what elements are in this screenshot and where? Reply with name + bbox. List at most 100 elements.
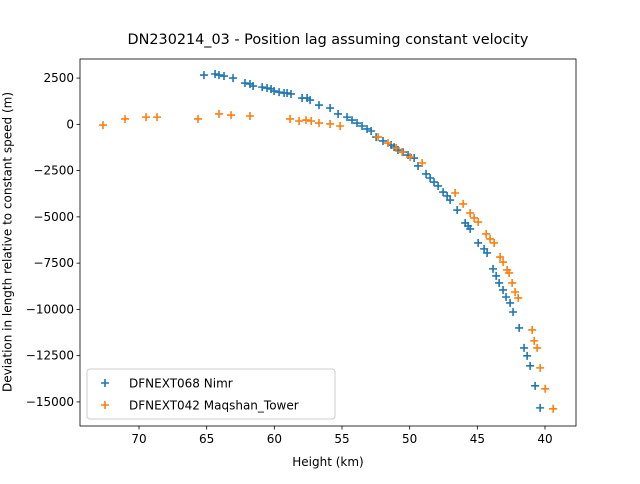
- scatter-point: [541, 384, 550, 393]
- scatter-point: [443, 191, 452, 200]
- scatter-point: [422, 169, 431, 178]
- scatter-point: [307, 116, 316, 125]
- scatter-point: [514, 293, 523, 302]
- scatter-point: [410, 154, 419, 163]
- scatter-point: [434, 181, 443, 190]
- scatter-point: [194, 114, 203, 123]
- scatter-point: [121, 114, 130, 123]
- chart-title: DN230214_03 - Position lag assuming cons…: [128, 32, 529, 48]
- scatter-point: [398, 148, 407, 157]
- scatter-point: [536, 363, 545, 372]
- scatter-point: [245, 112, 254, 121]
- scatter-point: [492, 271, 501, 280]
- scatter-point: [530, 336, 539, 345]
- scatter-point: [482, 229, 491, 238]
- scatter-point: [249, 82, 258, 91]
- scatter-point: [392, 144, 401, 153]
- x-axis-label: Height (km): [292, 455, 363, 469]
- scatter-point: [326, 119, 335, 128]
- scatter-point: [315, 101, 323, 110]
- scatter-point: [363, 124, 372, 133]
- y-tick-label: −5000: [33, 210, 74, 224]
- legend-marker: [101, 379, 109, 387]
- scatter-point: [502, 293, 511, 302]
- scatter-point: [353, 119, 362, 128]
- scatter-point: [520, 343, 529, 352]
- scatter-point: [536, 403, 545, 412]
- legend-label: DFNEXT042 Maqshan_Tower: [129, 399, 299, 413]
- scatter-point: [348, 116, 357, 125]
- scatter-point: [334, 109, 343, 118]
- scatter-point: [283, 89, 292, 98]
- legend-label: DFNEXT068 Nimr: [129, 377, 233, 391]
- y-tick-label: −12500: [26, 349, 74, 363]
- scatter-point: [466, 224, 475, 233]
- scatter-point: [336, 121, 345, 130]
- scatter-point: [214, 71, 223, 80]
- scatter-point: [509, 307, 518, 316]
- y-tick-label: −10000: [26, 302, 74, 316]
- y-tick-label: −2500: [33, 164, 74, 178]
- scatter-point: [451, 188, 460, 197]
- scatter-point: [315, 119, 323, 128]
- scatter-point: [489, 264, 498, 273]
- y-axis-label: Deviation in length relative to constant…: [1, 92, 15, 392]
- scatter-point: [406, 153, 415, 162]
- scatter-point: [505, 268, 514, 277]
- x-tick-label: 40: [537, 432, 552, 446]
- scatter-point: [474, 238, 483, 247]
- scatter-point: [343, 113, 352, 122]
- legend-box: [86, 368, 336, 420]
- scatter-point: [374, 133, 383, 142]
- scatter-point: [466, 208, 475, 217]
- scatter-point: [153, 113, 162, 122]
- scatter-point: [211, 69, 220, 78]
- scatter-point: [326, 104, 335, 113]
- scatter-point: [430, 178, 439, 187]
- scatter-point: [511, 288, 520, 297]
- scatter-point: [515, 323, 524, 332]
- scatter-point: [528, 325, 537, 334]
- scatter-point: [486, 234, 495, 243]
- y-tick-label: −15000: [26, 395, 74, 409]
- y-tick-label: −7500: [33, 256, 74, 270]
- scatter-point: [549, 404, 558, 413]
- scatter-point: [474, 218, 483, 227]
- scatter-point: [286, 114, 295, 123]
- scatter-point: [258, 83, 267, 92]
- y-tick-label: 2500: [43, 71, 74, 85]
- scatter-point: [275, 88, 284, 97]
- scatter-point: [302, 116, 311, 125]
- scatter-point: [142, 113, 151, 122]
- x-tick-label: 45: [470, 432, 485, 446]
- scatter-point: [523, 351, 532, 360]
- scatter-point: [214, 109, 223, 118]
- scatter-point: [533, 343, 542, 352]
- scatter-point: [490, 238, 499, 247]
- legend-marker: [101, 401, 109, 409]
- scatter-point: [414, 161, 423, 170]
- scatter-point: [508, 278, 517, 287]
- scatter-point: [229, 74, 238, 83]
- scatter-point: [286, 89, 295, 98]
- scatter-point: [426, 174, 435, 183]
- scatter-point: [270, 87, 279, 96]
- x-tick-label: 50: [402, 432, 417, 446]
- x-tick-label: 65: [199, 432, 214, 446]
- scatter-point: [199, 71, 208, 80]
- scatter-point: [295, 116, 304, 125]
- plot-area: [99, 69, 558, 413]
- y-tick-label: 0: [66, 117, 74, 131]
- scatter-point: [453, 206, 462, 215]
- scatter-point: [526, 361, 535, 370]
- scatter-point: [99, 121, 108, 130]
- axes-frame: [79, 58, 577, 427]
- x-tick-label: 60: [267, 432, 282, 446]
- scatter-point: [219, 72, 228, 81]
- scatter-point: [227, 111, 236, 120]
- scatter-point: [480, 244, 489, 253]
- scatter-point: [358, 121, 367, 130]
- scatter-point: [531, 381, 540, 390]
- scatter-point: [384, 139, 393, 148]
